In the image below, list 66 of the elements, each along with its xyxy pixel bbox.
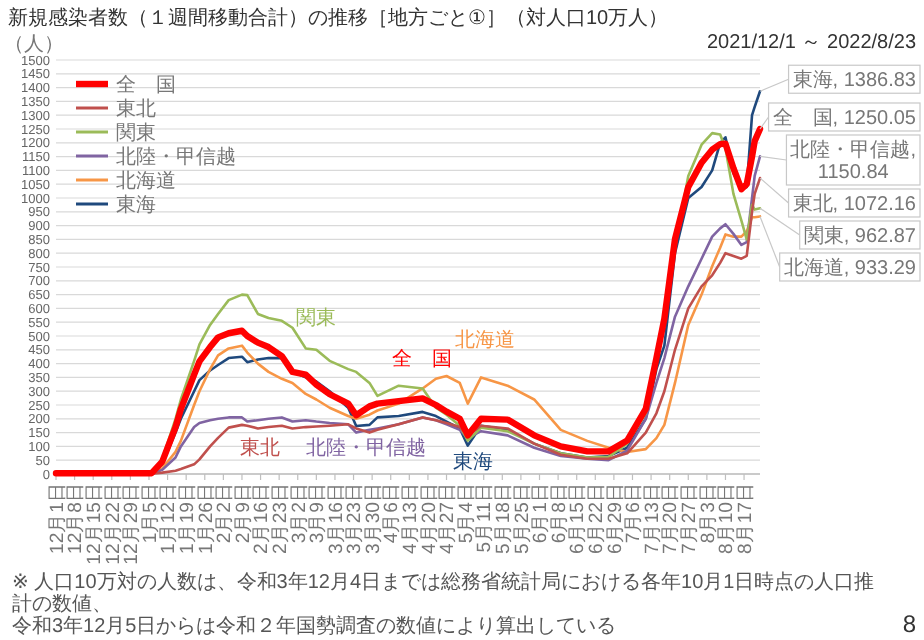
x-tick-label: 6月8日: [548, 482, 571, 544]
x-tick-label: 6月15日: [567, 482, 590, 555]
annotation: 北海道, 933.29: [783, 255, 917, 280]
x-tick-label: 7月20日: [660, 482, 683, 555]
legend-label: 関東: [116, 121, 156, 145]
x-tick-label: 1月19日: [176, 482, 199, 555]
legend-label: 北陸・甲信越: [116, 145, 236, 169]
legend-label: 東海: [116, 193, 156, 217]
x-tick-label: 5月18日: [493, 482, 516, 555]
x-tick-label: 1月12日: [158, 482, 181, 555]
annotation: 東北, 1072.16: [792, 191, 917, 216]
x-tick-label: 3月16日: [325, 482, 348, 555]
legend-label: 全 国: [116, 73, 176, 97]
x-tick-label: 4月27日: [437, 482, 460, 555]
text: ※ 人口10万対の人数は、令和3年12月4日までは総務省統計局における各年10月1日時点の人口推計の数値、: [12, 570, 875, 616]
annotation: 北海道: [455, 328, 516, 353]
annotation: 全 国, 1250.05: [772, 105, 917, 130]
x-tick-label: 1月5日: [139, 482, 162, 544]
x-tick-label: 3月30日: [362, 482, 385, 555]
x-tick-label: 3月23日: [344, 482, 367, 555]
x-tick-label: 2月23日: [269, 482, 292, 555]
x-tick-label: 1月26日: [195, 482, 218, 555]
annotation: 全 国: [392, 347, 453, 372]
legend-label: 北海道: [116, 169, 176, 193]
text: 8: [902, 610, 917, 638]
x-tick-label: 7月13日: [641, 482, 664, 555]
x-tick-label: 4月6日: [381, 482, 404, 544]
x-tick-label: 4月20日: [418, 482, 441, 555]
x-tick-label: 6月1日: [530, 482, 553, 544]
x-tick-label: 3月2日: [288, 482, 311, 544]
subtitle: 2021/12/1 ～ 2022/8/23: [706, 32, 916, 54]
x-tick-label: 8月3日: [697, 482, 720, 544]
x-tick-label: 2月9日: [232, 482, 255, 544]
annotation: 東海: [452, 449, 493, 474]
annotation: 関東: [296, 305, 337, 330]
x-tick-label: 12月8日: [65, 482, 88, 555]
annotation: 関東, 962.87: [803, 223, 917, 248]
title: 新規感染者数（１週間移動合計）の推移［地方ごと①］（対人口10万人）: [8, 8, 669, 30]
x-tick-label: 8月10日: [716, 482, 739, 555]
x-tick-label: 8月17日: [734, 482, 757, 555]
x-tick-label: 12月1日: [46, 482, 69, 555]
annotation: 北陸・甲信越: [305, 436, 426, 461]
legend-label: 東北: [116, 97, 156, 121]
x-tick-label: 5月11日: [474, 482, 497, 553]
x-tick-label: 7月6日: [623, 482, 646, 544]
x-tick-label: 5月25日: [511, 482, 534, 555]
x-tick-label: 6月29日: [604, 482, 627, 555]
x-tick-label: 7月27日: [678, 482, 701, 555]
callout: 東海, 1386.83: [759, 64, 921, 94]
x-tick-label: 6月22日: [586, 482, 609, 555]
x-tick-label: 2月2日: [214, 482, 237, 544]
x-tick-label: 12月22日: [102, 482, 125, 565]
ylabel: （人）: [4, 34, 64, 56]
callout: 北陸・甲信越, 1150.84: [759, 134, 921, 186]
x-tick-label: 12月29日: [121, 482, 144, 565]
callout: 全 国, 1250.05: [759, 102, 921, 132]
callout: 東北, 1072.16: [759, 177, 921, 218]
x-tick-label: 4月13日: [400, 482, 423, 555]
annotation: 北陸・甲信越, 1150.84: [790, 137, 916, 184]
x-tick-label: 5月4日: [455, 482, 478, 544]
text: 令和3年12月5日からは令和２年国勢調査の数値により算出している: [12, 614, 617, 638]
x-tick-label: 12月15日: [83, 482, 106, 565]
annotation: 東海, 1386.83: [792, 68, 917, 93]
annotation: 東北: [240, 436, 281, 461]
x-tick-label: 3月9日: [307, 482, 330, 544]
x-tick-label: 2月16日: [251, 482, 274, 555]
